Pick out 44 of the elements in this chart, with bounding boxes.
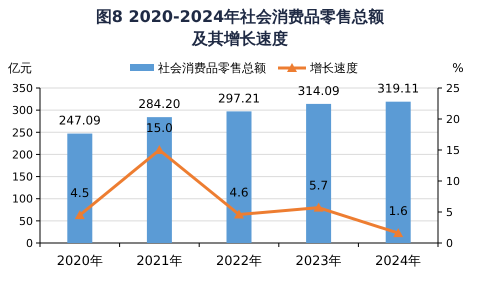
- bar: [146, 117, 172, 243]
- y2-tick-label: 0: [446, 237, 453, 250]
- legend-label: 增长速度: [309, 61, 358, 75]
- y2-tick-label: 20: [446, 113, 460, 126]
- y-tick-label: 200: [12, 148, 33, 162]
- data-label: 284.20: [138, 97, 180, 112]
- y2-tick-label: 15: [446, 144, 460, 157]
- point: [234, 209, 244, 218]
- y-tick-label: 50: [19, 214, 33, 228]
- y-tick-label: 0: [26, 237, 33, 250]
- x-tick-label: 2022年: [216, 254, 262, 269]
- point: [74, 210, 85, 220]
- data-label: 297.21: [218, 91, 260, 106]
- y2-tick-label: 10: [446, 175, 460, 188]
- data-label: 314.09: [298, 84, 340, 98]
- y-tick-label: 250: [12, 126, 33, 140]
- legend-label: 社会消费品零售总额: [158, 61, 266, 75]
- point: [393, 228, 404, 238]
- chart-title: 图8 2020-2024年社会消费品零售总额及其增长速度: [96, 7, 386, 48]
- bar: [67, 134, 92, 243]
- data-label: 319.11: [377, 82, 420, 96]
- bar: [226, 111, 252, 243]
- data-label: 247.09: [58, 114, 101, 128]
- y-tick-label: 300: [12, 104, 33, 118]
- point: [154, 145, 164, 154]
- y-axis-title: 亿元: [7, 61, 32, 75]
- y2-axis-title: %: [452, 61, 464, 75]
- bar: [386, 102, 411, 243]
- data-label: 15.0: [146, 121, 173, 135]
- data-label: 1.6: [388, 204, 408, 218]
- x-tick-label: 2020年: [56, 254, 103, 269]
- x-tick-label: 2023年: [296, 254, 342, 269]
- y2-tick-label: 5: [446, 206, 453, 219]
- data-label: 4.5: [70, 186, 90, 200]
- y2-tick-label: 25: [446, 82, 460, 95]
- y-tick-label: 150: [12, 170, 33, 184]
- data-label: 4.6: [229, 185, 249, 200]
- point: [314, 202, 324, 212]
- x-tick-label: 2021年: [136, 254, 182, 269]
- bar: [306, 104, 332, 243]
- data-label: 5.7: [309, 178, 328, 193]
- y-tick-label: 350: [12, 82, 33, 95]
- x-tick-label: 2024年: [375, 254, 422, 269]
- y-tick-label: 100: [12, 192, 33, 206]
